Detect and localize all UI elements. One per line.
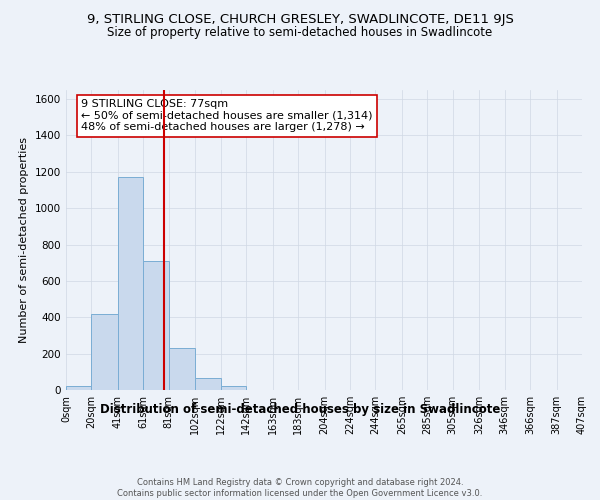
Y-axis label: Number of semi-detached properties: Number of semi-detached properties (19, 137, 29, 343)
Bar (221, 386, 246, 390)
Bar (169, 348, 196, 390)
Bar (66, 386, 91, 390)
Bar (91, 314, 118, 390)
Bar (196, 378, 221, 390)
Text: Contains HM Land Registry data © Crown copyright and database right 2024.
Contai: Contains HM Land Registry data © Crown c… (118, 478, 482, 498)
Text: 9 STIRLING CLOSE: 77sqm
← 50% of semi-detached houses are smaller (1,314)
48% of: 9 STIRLING CLOSE: 77sqm ← 50% of semi-de… (82, 99, 373, 132)
Text: 9, STIRLING CLOSE, CHURCH GRESLEY, SWADLINCOTE, DE11 9JS: 9, STIRLING CLOSE, CHURCH GRESLEY, SWADL… (86, 12, 514, 26)
Text: Distribution of semi-detached houses by size in Swadlincote: Distribution of semi-detached houses by … (100, 402, 500, 415)
Bar (118, 178, 143, 390)
Text: Size of property relative to semi-detached houses in Swadlincote: Size of property relative to semi-detach… (107, 26, 493, 39)
Bar (143, 261, 169, 390)
